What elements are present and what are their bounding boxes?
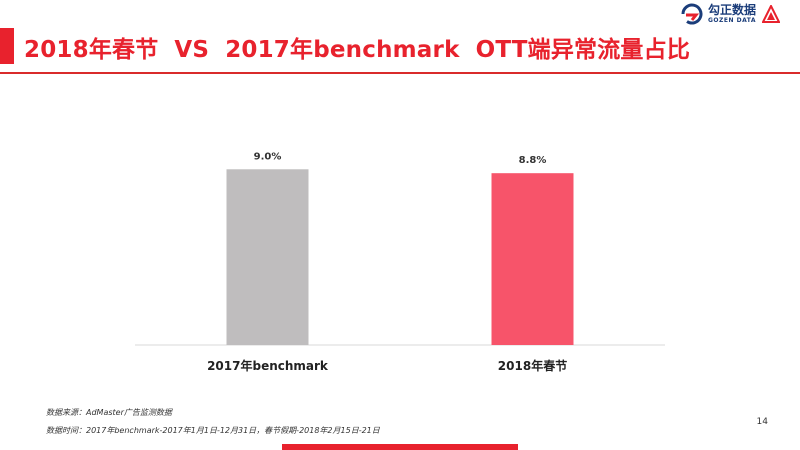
bottom-accent-bar xyxy=(282,444,518,450)
logo-english-name: GOZEN DATA xyxy=(708,17,757,24)
title-part-3: 2017年benchmark xyxy=(225,37,460,63)
triangle-logo-icon xyxy=(762,5,781,23)
title-divider xyxy=(0,72,800,74)
gozen-logo-icon xyxy=(681,3,703,25)
x-tick-label: 2017年benchmark xyxy=(207,358,329,373)
logo-chinese-name: 勾正数据 xyxy=(708,3,757,17)
title-accent-bar xyxy=(0,28,14,64)
company-logo: 勾正数据 GOZEN DATA xyxy=(680,2,790,26)
x-tick-label: 2018年春节 xyxy=(498,358,567,373)
title-part-1: 2018年春节 xyxy=(24,37,159,63)
title-part-4: OTT端异常流量占比 xyxy=(475,37,691,63)
page-number: 14 xyxy=(756,417,768,427)
bar-value-label: 8.8% xyxy=(519,155,547,166)
logo-text: 勾正数据 GOZEN DATA xyxy=(708,4,756,24)
data-period-note: 数据时间：2017年benchmark-2017年1月1日-12月31日，春节假… xyxy=(46,426,380,435)
bar-2 xyxy=(491,173,574,345)
data-source-note: 数据来源：AdMaster广告监测数据 xyxy=(46,408,172,417)
page-title: 2018年春节 VS 2017年benchmark OTT端异常流量占比 xyxy=(24,30,690,64)
bar-value-label: 9.0% xyxy=(254,151,282,162)
bar-1 xyxy=(226,169,309,345)
title-part-2: VS xyxy=(174,37,210,63)
